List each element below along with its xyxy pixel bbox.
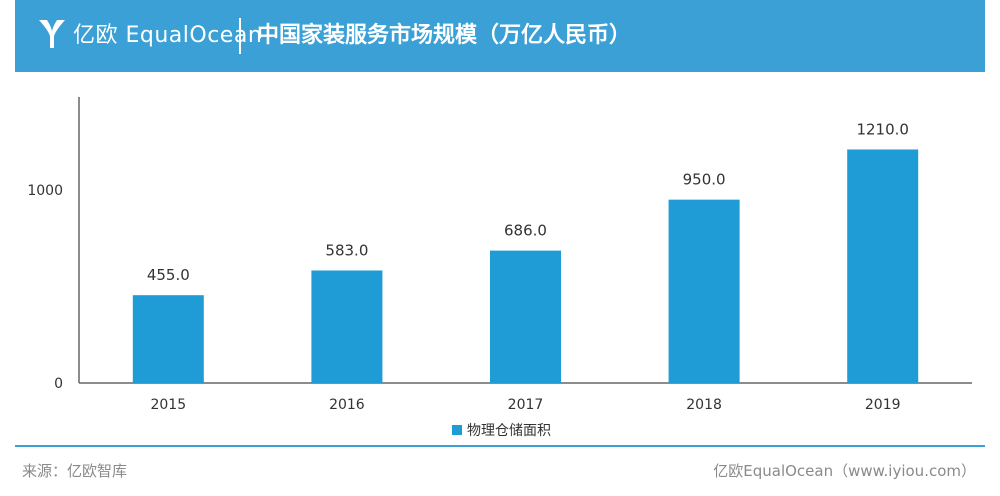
bar-2016 [311, 270, 383, 383]
brand-name: 亿欧 EqualOcean [73, 23, 263, 48]
data-label-2019: 1210.0 [856, 120, 909, 138]
x-tick-labels: 2015 2016 2017 2018 2019 [150, 397, 900, 413]
y-tick-labels: 0 1000 [27, 183, 63, 392]
bar-series [132, 149, 919, 383]
data-label-2017: 686.0 [504, 222, 547, 240]
footer-rule [15, 445, 985, 447]
source-note: 来源：亿欧智库 [22, 462, 128, 480]
equalocean-logo-icon [39, 20, 65, 48]
legend-swatch [452, 425, 462, 435]
credit-note: 亿欧EqualOcean（www.iyiou.com） [713, 462, 976, 480]
y-tick-0: 0 [54, 376, 63, 392]
x-tick-2015: 2015 [150, 397, 186, 413]
data-label-2015: 455.0 [147, 266, 190, 284]
x-tick-2019: 2019 [865, 397, 901, 413]
bar-2018 [668, 199, 740, 383]
data-labels: 455.0 583.0 686.0 950.0 1210.0 [147, 120, 909, 284]
y-tick-1000: 1000 [27, 183, 63, 199]
x-tick-2016: 2016 [329, 397, 365, 413]
header-banner: 亿欧 EqualOcean 中国家装服务市场规模（万亿人民币） [15, 0, 985, 72]
header-divider [239, 18, 241, 54]
bar-2017 [490, 250, 561, 383]
x-tick-2017: 2017 [508, 397, 544, 413]
bar-2015 [132, 295, 204, 383]
x-tick-2018: 2018 [686, 397, 722, 413]
data-label-2018: 950.0 [683, 171, 726, 189]
bar-2019 [847, 149, 919, 383]
legend-label: 物理仓储面积 [467, 423, 551, 439]
chart-title: 中国家装服务市场规模（万亿人民币） [257, 23, 632, 48]
data-label-2016: 583.0 [325, 241, 368, 259]
legend: 物理仓储面积 [452, 423, 551, 439]
